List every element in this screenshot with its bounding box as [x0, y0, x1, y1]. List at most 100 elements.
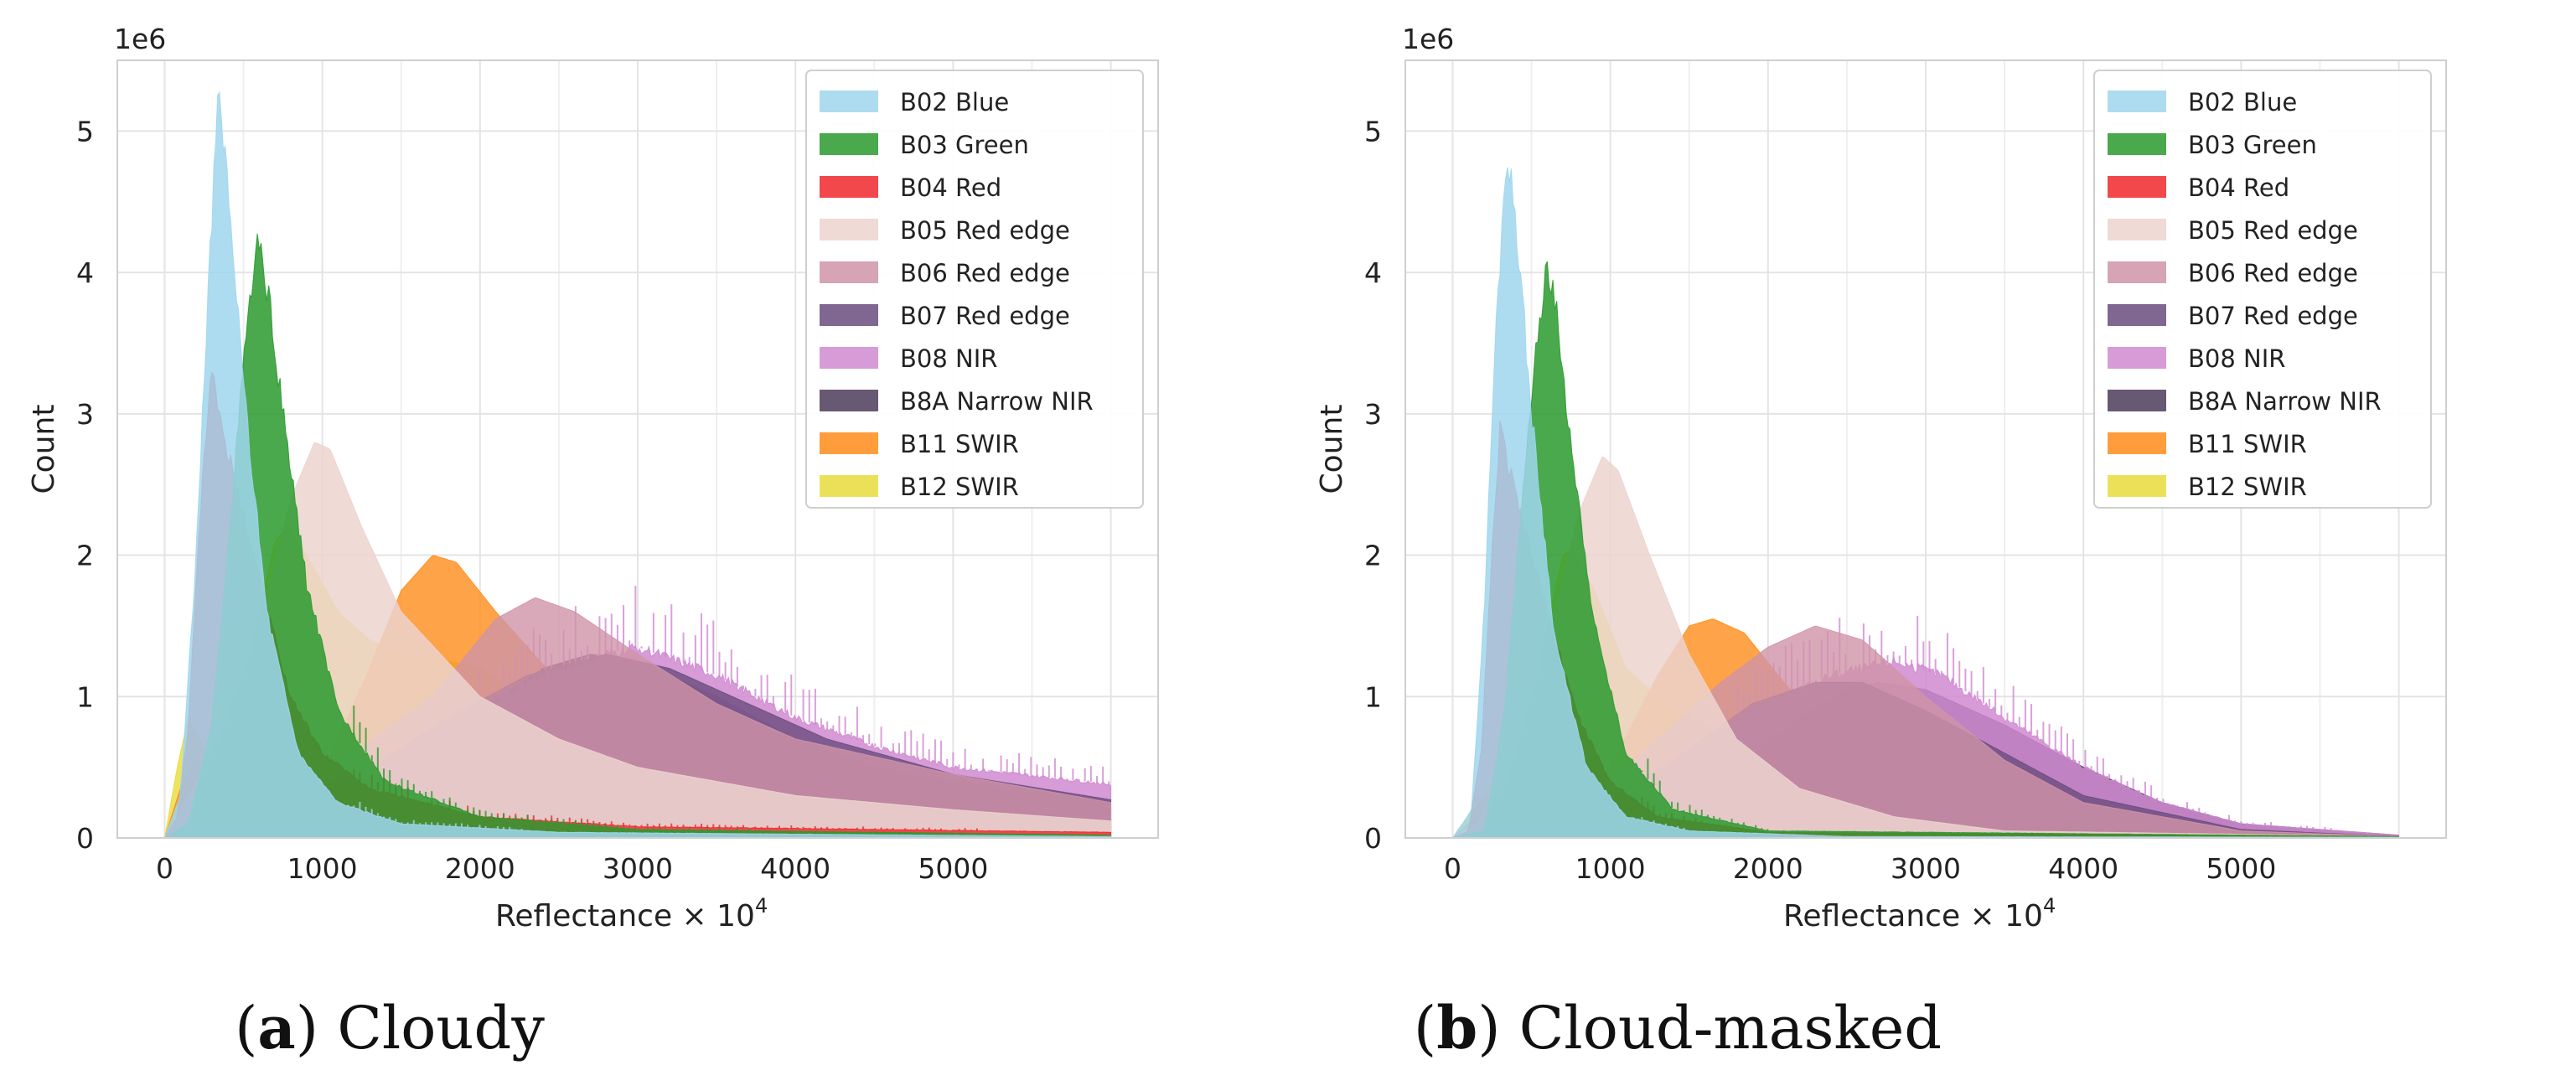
legend: B02 Blue B03 Green B04 Red B05 Red edge B06 … [2093, 70, 2432, 509]
x-axis-label: Reflectance × 104 [1783, 894, 2056, 933]
x-axis-label-exponent: 4 [2043, 894, 2056, 918]
x-tick-label: 0 [156, 852, 173, 885]
x-tick-label: 4000 [760, 852, 830, 885]
legend-label: B08 NIR [900, 344, 997, 373]
legend-swatch [820, 475, 878, 497]
legend-box [805, 70, 1144, 509]
legend-swatch [2108, 475, 2166, 497]
x-tick-label: 5000 [2206, 852, 2276, 885]
legend: B02 Blue B03 Green B04 Red B05 Red edge B06 … [805, 70, 1144, 509]
legend-swatch [820, 261, 878, 283]
legend-swatch [820, 90, 878, 112]
legend-label: B11 SWIR [2188, 430, 2307, 458]
caption-text: Cloud-masked [1518, 994, 1942, 1063]
legend-label: B12 SWIR [900, 473, 1019, 501]
x-axis-label-exponent: 4 [755, 894, 768, 918]
legend-label: B06 Red edge [2188, 259, 2358, 287]
legend-swatch [2108, 261, 2166, 283]
legend-label: B03 Green [2188, 131, 2317, 159]
y-tick-label: 1 [76, 680, 94, 713]
series-b05-red-edge [1452, 456, 2400, 839]
legend-label: B8A Narrow NIR [900, 387, 1094, 416]
chart-panel-cloud-masked: 0 1000 2000 3000 4000 5000 0 1 2 3 4 5 1e6 Reflectanc… [1288, 0, 2576, 1091]
legend-label: B05 Red edge [2188, 216, 2358, 245]
legend-swatch [2108, 219, 2166, 240]
caption-letter: b [1436, 993, 1478, 1063]
y-tick-label: 2 [1364, 540, 1382, 572]
legend-swatch [2108, 304, 2166, 326]
legend-label: B12 SWIR [2188, 473, 2307, 501]
legend-label: B02 Blue [900, 88, 1009, 116]
series-b02-blue [1452, 167, 2400, 839]
y-tick-label: 5 [1364, 115, 1382, 147]
x-tick-label: 3000 [603, 852, 673, 885]
legend-label: B08 NIR [2188, 344, 2285, 373]
legend-swatch [2108, 390, 2166, 411]
x-axis: 0 1000 2000 3000 4000 5000 [1444, 852, 2276, 885]
legend-label: B8A Narrow NIR [2188, 387, 2382, 416]
legend-label: B11 SWIR [900, 430, 1019, 458]
x-tick-label: 5000 [918, 852, 988, 885]
x-axis-label: Reflectance × 104 [495, 894, 768, 933]
x-axis: 0 1000 2000 3000 4000 5000 [156, 852, 988, 885]
series-area [1452, 456, 2400, 839]
x-tick-label: 0 [1444, 852, 1461, 885]
legend-swatch [2108, 90, 2166, 112]
legend-label: B06 Red edge [900, 259, 1070, 287]
legend-label: B02 Blue [2188, 88, 2297, 116]
series-area [1452, 167, 2400, 839]
y-axis: 0 1 2 3 4 5 [1364, 115, 1382, 855]
legend-swatch [820, 219, 878, 240]
x-axis-label-text: Reflectance [495, 899, 682, 933]
legend-label: B03 Green [900, 131, 1029, 159]
y-tick-label: 0 [1364, 822, 1382, 855]
x-axis-label-scale: × 10 [682, 899, 755, 933]
caption-letter: a [257, 993, 296, 1063]
legend-label: B04 Red [2188, 173, 2289, 202]
caption-text: Cloudy [337, 994, 545, 1063]
chart-caption: (a) Cloudy [235, 993, 545, 1063]
y-tick-label: 2 [76, 540, 94, 572]
legend-label: B07 Red edge [900, 302, 1070, 330]
x-tick-label: 1000 [287, 852, 358, 885]
y-tick-label: 0 [76, 822, 94, 855]
legend-swatch [2108, 176, 2166, 198]
x-axis-label-text: Reflectance [1783, 899, 1970, 933]
y-axis-label: Count [1315, 405, 1349, 494]
y-tick-label: 1 [1364, 680, 1382, 713]
legend-swatch [820, 347, 878, 369]
series-area [164, 442, 1112, 839]
y-tick-label: 4 [76, 256, 94, 289]
y-axis-label: Count [27, 405, 61, 494]
plot-frame [116, 59, 1159, 839]
x-tick-label: 3000 [1891, 852, 1961, 885]
y-tick-label: 5 [76, 115, 94, 147]
x-axis-label-scale: × 10 [1970, 899, 2043, 933]
legend-swatch [2108, 347, 2166, 369]
x-tick-label: 2000 [445, 852, 515, 885]
chart-panel-cloudy: 0 1000 2000 3000 4000 5000 0 1 2 3 4 5 1e6 Reflectanc… [27, 23, 1159, 1063]
series-area [164, 90, 1112, 839]
y-tick-label: 4 [1364, 256, 1382, 289]
x-tick-label: 1000 [1575, 852, 1646, 885]
histogram-chart-cloudy: 0 1000 2000 3000 4000 5000 0 1 2 3 4 5 1e6 Reflectanc… [27, 23, 1159, 933]
y-axis-multiplier: 1e6 [1402, 23, 1454, 55]
y-tick-label: 3 [76, 398, 94, 431]
legend-swatch [2108, 133, 2166, 155]
histogram-chart-cloud-masked: 0 1000 2000 3000 4000 5000 0 1 2 3 4 5 1e6 Reflectanc… [1315, 23, 2447, 933]
legend-label: B07 Red edge [2188, 302, 2358, 330]
legend-box [2093, 70, 2432, 509]
series-b02-blue [164, 90, 1112, 839]
legend-swatch [820, 176, 878, 198]
legend-swatch [820, 304, 878, 326]
y-axis-multiplier: 1e6 [114, 23, 166, 55]
x-tick-label: 2000 [1733, 852, 1803, 885]
chart-caption: (b) Cloud-masked [1413, 993, 1942, 1063]
plot-frame [1404, 59, 2447, 839]
legend-label: B04 Red [900, 173, 1001, 202]
legend-swatch [820, 432, 878, 454]
y-axis: 0 1 2 3 4 5 [76, 115, 94, 855]
series-b05-red-edge [164, 442, 1112, 839]
x-tick-label: 4000 [2048, 852, 2118, 885]
y-tick-label: 3 [1364, 398, 1382, 431]
